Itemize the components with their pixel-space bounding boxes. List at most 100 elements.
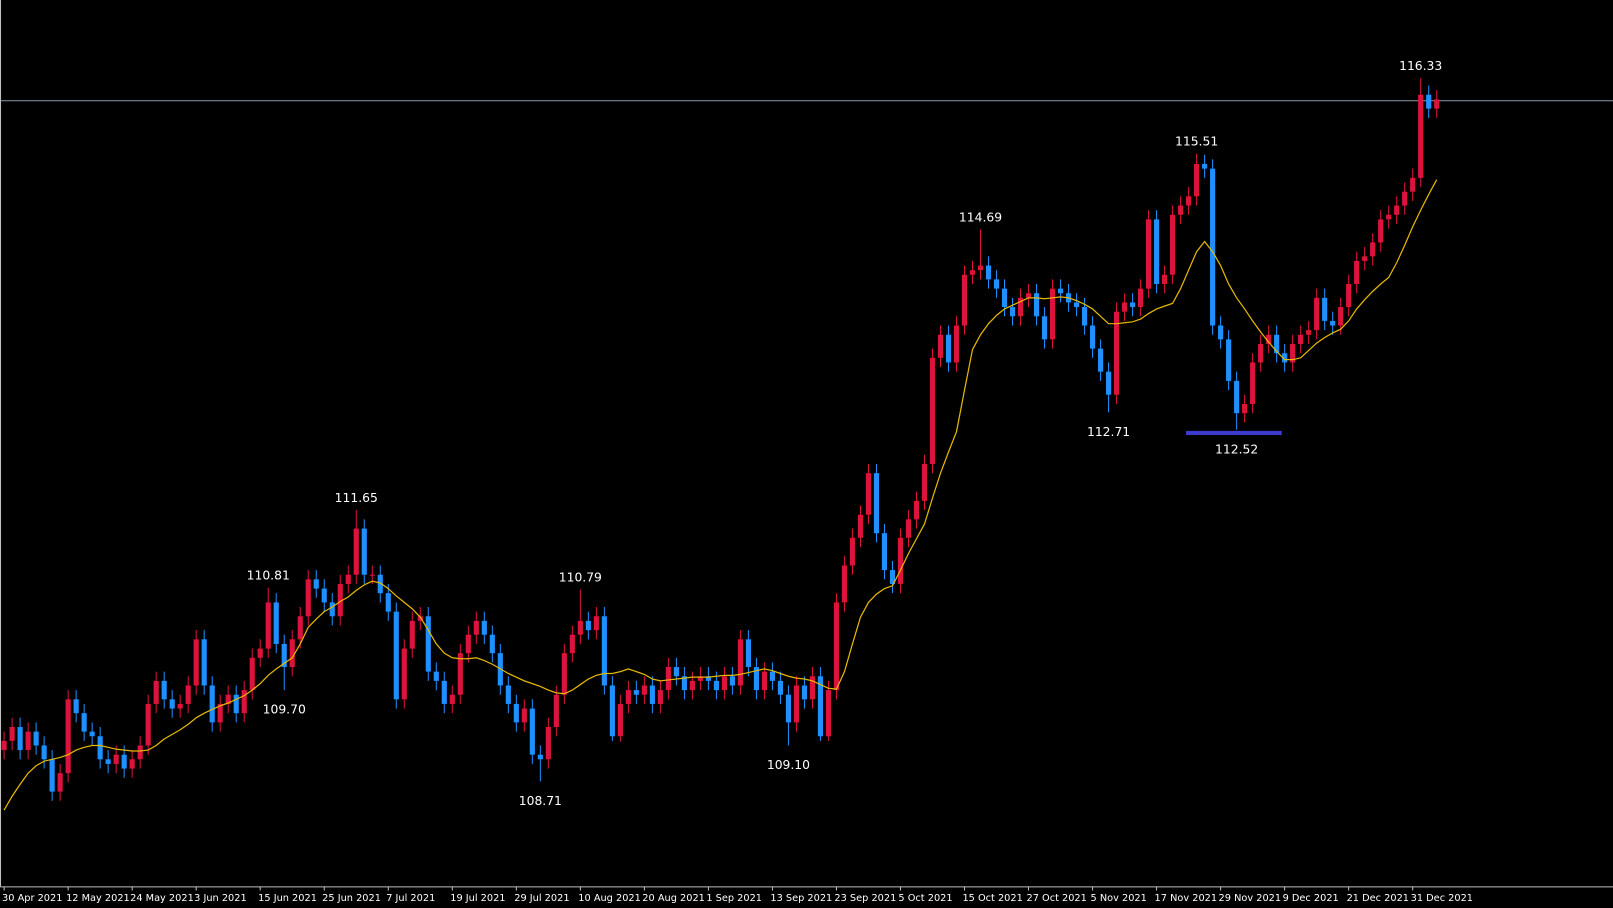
candle-body: [1250, 362, 1256, 404]
candle-body: [921, 463, 928, 501]
candle-body: [305, 579, 311, 617]
candle-body: [1218, 325, 1224, 340]
candle-body: [41, 745, 47, 760]
candle-body: [857, 514, 864, 538]
candle-body: [273, 602, 279, 644]
candle-body: [1314, 297, 1320, 331]
candle-body: [409, 620, 415, 649]
candle-body: [65, 699, 71, 774]
candle-body: [649, 685, 655, 704]
x-tick-label: 10 Aug 2021: [578, 893, 641, 904]
candle-body: [793, 685, 800, 723]
candle-body: [441, 680, 447, 704]
candle-body: [209, 685, 215, 723]
candle-body: [1274, 334, 1280, 354]
candle-body: [609, 685, 615, 737]
candle-body: [1089, 325, 1096, 349]
candle-body: [753, 667, 759, 691]
candle-body: [217, 703, 223, 723]
candle-body: [1386, 214, 1392, 220]
candle-body: [1170, 214, 1176, 275]
candle-body: [505, 685, 511, 704]
candle-body: [1081, 307, 1088, 326]
candle-body: [417, 616, 423, 621]
candle-body: [897, 537, 904, 584]
moving-average: [3, 179, 1438, 811]
candle-body: [1017, 297, 1024, 317]
candle-body: [361, 528, 367, 575]
candle-body: [969, 270, 976, 275]
candle-body: [1306, 330, 1312, 335]
candle-body: [561, 653, 567, 695]
high-label: 114.69: [959, 210, 1002, 224]
candle-body: [1282, 353, 1288, 363]
candle-body: [993, 279, 1000, 289]
candle-body: [1202, 164, 1208, 169]
candle-body: [801, 685, 808, 700]
candle-body: [777, 680, 784, 695]
candle-body: [1410, 177, 1416, 192]
candle-body: [177, 703, 183, 709]
candle-body: [585, 620, 591, 631]
high-label: 110.79: [559, 570, 602, 584]
candle-body: [977, 265, 984, 271]
candle-body: [257, 648, 263, 658]
candle-body: [985, 265, 992, 280]
candle-body: [769, 671, 776, 681]
candle-body: [1434, 99, 1440, 109]
candle-body: [953, 325, 960, 363]
candle-body: [529, 708, 535, 755]
candle-body: [465, 634, 471, 654]
candle-body: [889, 570, 896, 584]
candle-body: [345, 574, 351, 584]
candle-body: [545, 727, 551, 760]
candle-body: [1234, 380, 1240, 414]
candle-body: [1338, 307, 1344, 326]
candle-body: [905, 519, 912, 538]
candle-body: [137, 745, 143, 760]
candle-body: [89, 731, 95, 737]
candle-body: [1122, 302, 1128, 312]
candle-body: [33, 731, 39, 746]
high-label: 110.81: [247, 568, 290, 582]
candle-body: [825, 690, 832, 737]
candle-body: [233, 694, 239, 714]
candle-body: [1130, 302, 1136, 308]
candle-body: [1186, 196, 1192, 206]
candle-body: [1418, 94, 1424, 178]
candle-body: [9, 727, 15, 741]
candle-body: [1097, 348, 1104, 372]
candle-body: [17, 727, 23, 751]
candle-body: [1258, 343, 1264, 363]
candle-body: [265, 602, 271, 649]
candle-body: [153, 680, 159, 704]
candle-body: [761, 671, 767, 691]
candle-body: [49, 759, 55, 792]
candle-body: [737, 639, 743, 686]
x-tick-label: 5 Nov 2021: [1091, 893, 1147, 904]
candle-body: [1001, 288, 1008, 308]
candle-body: [473, 620, 479, 635]
candle-body: [1033, 293, 1040, 317]
candle-body: [1426, 94, 1432, 109]
low-label: 109.10: [767, 758, 810, 772]
candle-body: [1346, 283, 1352, 308]
candle-body: [225, 694, 231, 704]
candle-body: [817, 676, 824, 737]
candle-body: [57, 773, 63, 792]
candle-body: [393, 611, 399, 700]
x-tick-label: 13 Sep 2021: [770, 893, 832, 904]
candle-body: [25, 731, 31, 751]
candle-body: [657, 690, 663, 704]
candle-body: [873, 473, 880, 534]
candle-body: [1242, 403, 1248, 414]
x-tick-label: 23 Sep 2021: [834, 893, 896, 904]
candle-body: [105, 759, 111, 764]
candle-body: [833, 602, 840, 691]
candle-body: [913, 500, 920, 520]
candle-body: [377, 574, 383, 594]
candle-body: [425, 616, 431, 672]
low-label: 112.71: [1087, 425, 1130, 439]
